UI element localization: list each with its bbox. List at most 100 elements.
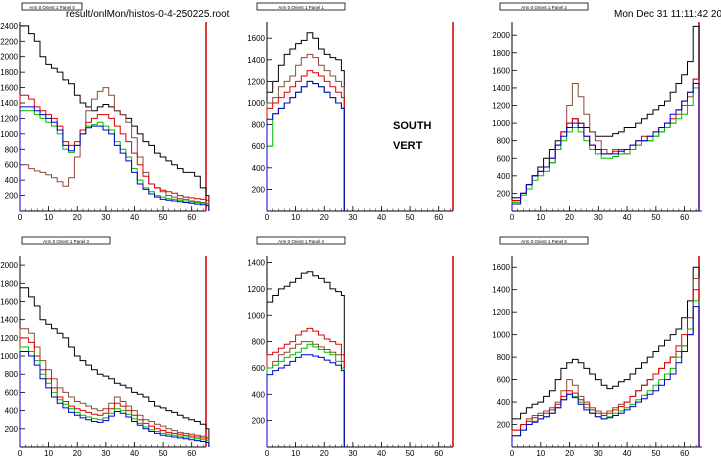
x-tick-label: 60 — [187, 213, 196, 222]
x-tick-label: 0 — [265, 213, 270, 222]
y-tick-label: 1400 — [0, 99, 18, 108]
pad-title-box — [256, 2, 346, 11]
y-tick-label: 600 — [252, 364, 266, 373]
pad-title-box — [21, 2, 83, 11]
x-tick-label: 0 — [18, 213, 23, 222]
y-tick-label: 400 — [497, 398, 511, 407]
y-tick-label: 800 — [252, 338, 266, 347]
y-tick-label: 1600 — [0, 297, 18, 306]
y-tick-label: 1400 — [492, 286, 510, 295]
x-tick-label: 10 — [44, 213, 53, 222]
x-tick-label: 50 — [651, 213, 660, 222]
y-tick-label: 200 — [252, 185, 266, 194]
pad-title: Arm 0 Orient 1 Panel 3 — [43, 239, 89, 244]
y-tick-label: 1600 — [492, 66, 510, 75]
x-tick-label: 30 — [594, 449, 603, 458]
y-tick-label: 200 — [497, 189, 511, 198]
x-tick-label: 30 — [348, 213, 357, 222]
histogram-series — [266, 53, 345, 211]
y-tick-label: 1000 — [247, 311, 265, 320]
x-tick-label: 60 — [680, 449, 689, 458]
histogram-series — [266, 354, 345, 447]
x-tick-label: 20 — [565, 449, 574, 458]
histogram-series — [511, 306, 702, 448]
x-tick-label: 50 — [406, 213, 415, 222]
y-tick-label: 400 — [5, 176, 19, 185]
pad-title-box — [256, 236, 346, 245]
y-tick-label: 1000 — [0, 352, 18, 361]
y-tick-label: 1200 — [247, 77, 265, 86]
x-tick-label: 20 — [73, 213, 82, 222]
y-tick-label: 2400 — [0, 22, 18, 31]
y-tick-label: 800 — [497, 137, 511, 146]
y-tick-label: 1000 — [0, 130, 18, 139]
x-tick-label: 0 — [510, 449, 515, 458]
histogram-series — [511, 83, 702, 212]
y-tick-label: 1600 — [0, 84, 18, 93]
y-tick-label: 800 — [5, 145, 19, 154]
y-tick-label: 1200 — [247, 285, 265, 294]
y-tick-label: 800 — [252, 121, 266, 130]
x-tick-label: 10 — [536, 213, 545, 222]
pad-title: Arm 0 Orient 1 Panel 4 — [278, 239, 324, 244]
pad-title: Arm 0 Orient 1 Panel 1 — [278, 5, 324, 10]
x-tick-label: 0 — [265, 449, 270, 458]
histogram-series — [511, 78, 702, 212]
histogram-series — [511, 78, 702, 212]
pad-title-box — [499, 2, 589, 11]
x-tick-label: 20 — [73, 449, 82, 458]
x-tick-label: 50 — [159, 449, 168, 458]
histogram-series — [511, 266, 702, 448]
y-tick-label: 200 — [497, 421, 511, 430]
histogram-series — [266, 32, 345, 211]
y-tick-label: 1400 — [247, 259, 265, 268]
x-tick-label: 30 — [101, 449, 110, 458]
x-tick-label: 60 — [187, 449, 196, 458]
y-tick-label: 400 — [252, 164, 266, 173]
histogram-series — [19, 87, 210, 211]
x-tick-label: 20 — [565, 213, 574, 222]
histogram-series — [511, 278, 702, 448]
x-tick-label: 0 — [510, 213, 515, 222]
y-tick-label: 600 — [5, 388, 19, 397]
histogram-series — [266, 341, 345, 447]
x-tick-label: 10 — [291, 449, 300, 458]
pad-title: Arm 0 Orient 1 Panel 2 — [521, 5, 567, 10]
histogram-series — [511, 289, 702, 448]
y-tick-label: 1200 — [492, 102, 510, 111]
histogram-series — [19, 337, 210, 447]
x-tick-label: 50 — [159, 213, 168, 222]
y-tick-label: 200 — [5, 192, 19, 201]
x-tick-label: 50 — [406, 449, 415, 458]
histogram-series — [19, 106, 210, 211]
x-tick-label: 40 — [130, 213, 139, 222]
y-tick-label: 2000 — [0, 261, 18, 270]
pad-title: Arm 0 Orient 1 Panel 5 — [521, 239, 567, 244]
y-tick-label: 400 — [252, 390, 266, 399]
x-tick-label: 10 — [44, 449, 53, 458]
file-path-label: result/onlMon/histos-0-4-250225.root — [66, 9, 230, 20]
histogram-series — [19, 351, 210, 447]
y-tick-label: 1200 — [0, 114, 18, 123]
x-tick-label: 40 — [377, 449, 386, 458]
side-label-vert: VERT — [393, 140, 423, 152]
pad-title-box — [499, 236, 589, 245]
y-tick-label: 1600 — [247, 34, 265, 43]
x-tick-label: 0 — [18, 449, 23, 458]
pad-title-box — [21, 236, 111, 245]
x-tick-label: 60 — [680, 213, 689, 222]
y-tick-label: 1800 — [0, 68, 18, 77]
pad-title: Arm 0 Orient 1 Panel 0 — [29, 5, 75, 10]
x-tick-label: 30 — [101, 213, 110, 222]
y-tick-label: 1400 — [247, 56, 265, 65]
x-tick-label: 50 — [651, 449, 660, 458]
y-tick-label: 600 — [252, 142, 266, 151]
x-tick-label: 20 — [320, 449, 329, 458]
date-label: Mon Dec 31 11:11:42 2007 — [614, 9, 721, 20]
histogram-series — [266, 80, 345, 211]
y-tick-label: 600 — [5, 161, 19, 170]
y-tick-label: 600 — [497, 154, 511, 163]
y-tick-label: 400 — [497, 172, 511, 181]
histogram-series — [19, 328, 210, 447]
